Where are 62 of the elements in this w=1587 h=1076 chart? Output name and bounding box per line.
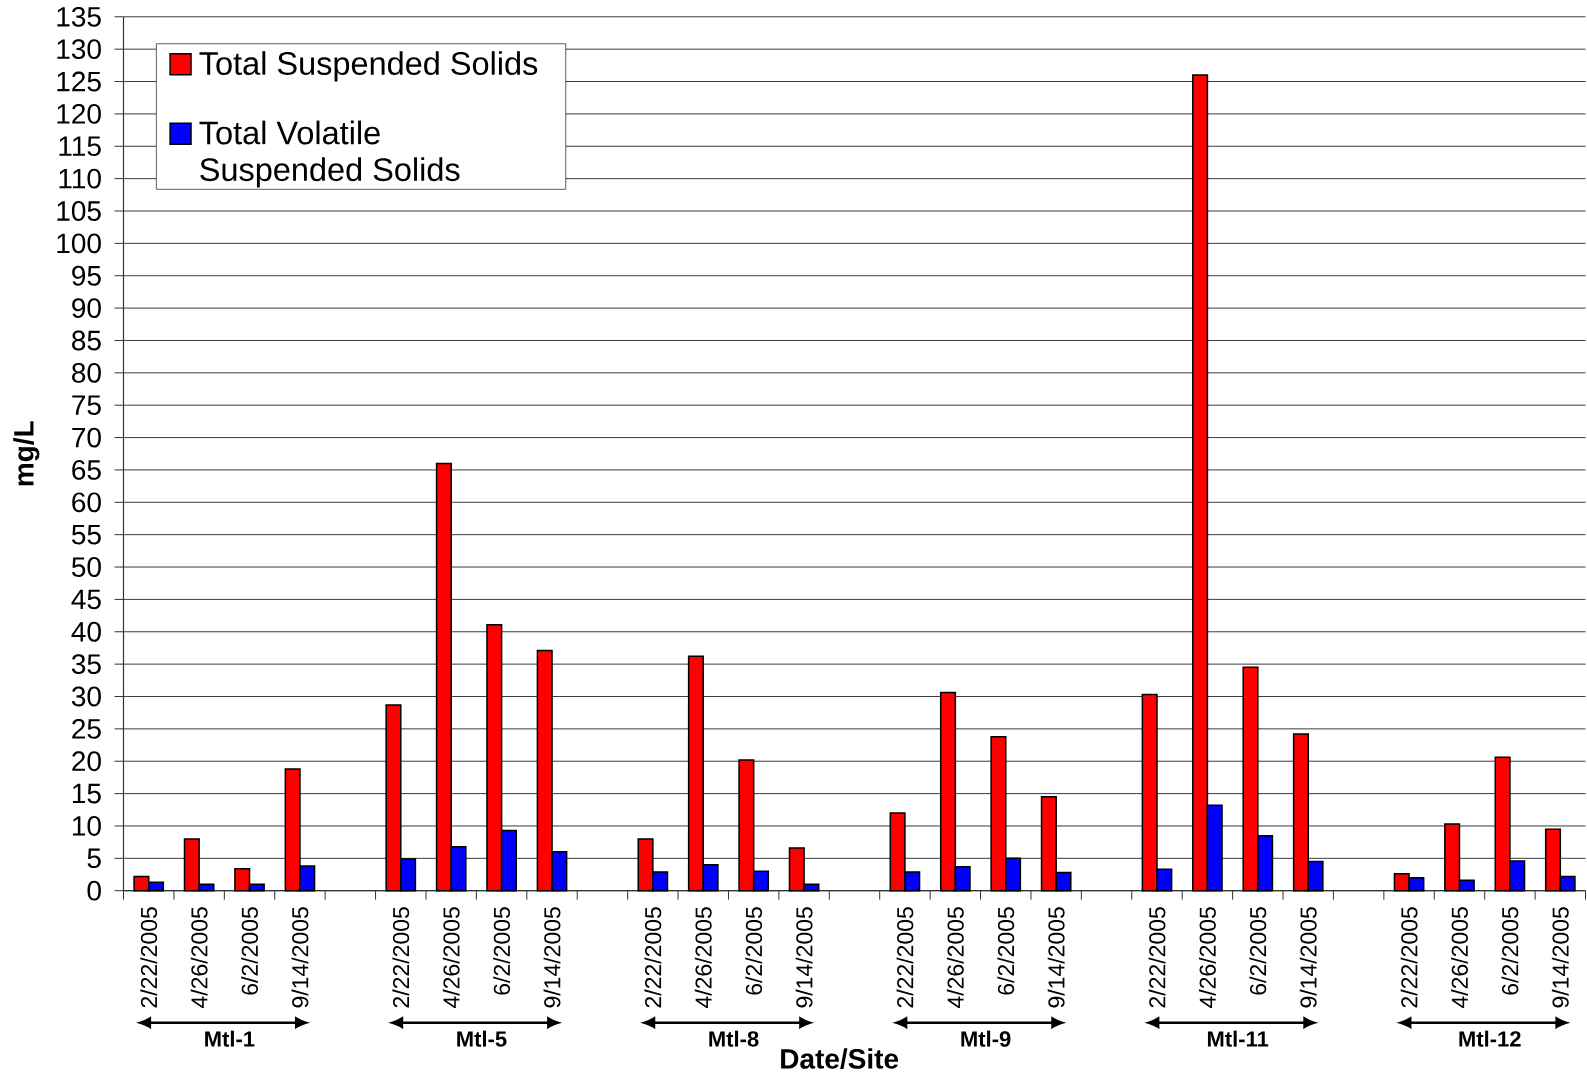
legend-label: Total Volatile Suspended Solids bbox=[199, 120, 460, 188]
y-tick-label: 15 bbox=[72, 783, 101, 804]
y-tick-label: 35 bbox=[71, 654, 101, 675]
y-tick-label: 50 bbox=[71, 557, 101, 577]
x-tick-label: 2/22/2005 bbox=[140, 907, 158, 1008]
text: Mtl-9 bbox=[961, 1030, 1011, 1047]
y-tick-label: 110 bbox=[59, 168, 101, 189]
y-axis-title: mg/L bbox=[13, 421, 40, 486]
x-tick-label: 9/14/2005 bbox=[1047, 907, 1065, 1008]
y-tick-label: 0 bbox=[87, 880, 101, 901]
y-tick-label: 5 bbox=[87, 848, 101, 869]
text: Mtl-1 bbox=[205, 1030, 255, 1047]
x-tick-label: 9/14/2005 bbox=[291, 907, 309, 1008]
x-tick-label: 2/22/2005 bbox=[896, 907, 914, 1008]
y-tick-label: 20 bbox=[72, 751, 101, 772]
y-tick-label: 45 bbox=[71, 589, 101, 610]
x-tick-label: 4/26/2005 bbox=[190, 907, 208, 1009]
x-tick-label: 9/14/2005 bbox=[795, 907, 813, 1008]
y-tick-label: 55 bbox=[71, 524, 101, 545]
y-tick-label: 100 bbox=[57, 233, 101, 254]
x-tick-label: 2/22/2005 bbox=[1400, 907, 1418, 1008]
x-tick-label: 9/14/2005 bbox=[543, 907, 561, 1008]
legend-label: Total Suspended Solids bbox=[199, 51, 538, 82]
text: Mtl-5 bbox=[457, 1030, 507, 1047]
x-tick-label: 2/22/2005 bbox=[644, 907, 662, 1008]
x-axis-title: Date/Site bbox=[781, 1048, 899, 1070]
x-tick-label: 4/26/2005 bbox=[694, 907, 712, 1009]
y-tick-label: 70 bbox=[72, 427, 101, 448]
x-tick-label: 6/2/2005 bbox=[493, 907, 511, 995]
y-tick-label: 60 bbox=[72, 492, 101, 513]
text: Mtl-8 bbox=[709, 1030, 759, 1047]
x-tick-label: 6/2/2005 bbox=[745, 907, 763, 995]
y-tick-label: 85 bbox=[72, 330, 101, 351]
x-tick-label: 9/14/2005 bbox=[1551, 907, 1569, 1008]
x-tick-label: 6/2/2005 bbox=[997, 907, 1015, 995]
y-tick-label: 25 bbox=[72, 718, 101, 739]
x-tick-label: 6/2/2005 bbox=[241, 907, 258, 995]
y-tick-label: 90 bbox=[72, 298, 101, 319]
x-tick-label: 4/26/2005 bbox=[1451, 907, 1468, 1009]
y-tick-label: 65 bbox=[72, 460, 101, 480]
y-tick-label: 105 bbox=[57, 201, 101, 221]
y-tick-label: 115 bbox=[59, 136, 101, 157]
y-tick-label: 75 bbox=[72, 395, 101, 415]
y-tick-label: 135 bbox=[57, 6, 101, 27]
y-tick-label: 10 bbox=[72, 816, 101, 836]
y-tick-label: 130 bbox=[57, 39, 101, 60]
text: Mtl-11 bbox=[1207, 1030, 1269, 1047]
y-tick-label: 120 bbox=[57, 103, 101, 124]
x-tick-label: 4/26/2005 bbox=[1198, 907, 1216, 1009]
y-tick-label: 80 bbox=[72, 362, 101, 383]
y-tick-label: 40 bbox=[71, 621, 101, 642]
y-tick-label: 30 bbox=[71, 686, 101, 707]
x-tick-label: 6/2/2005 bbox=[1501, 907, 1519, 995]
text: Mtl-12 bbox=[1459, 1030, 1521, 1047]
x-tick-label: 2/22/2005 bbox=[392, 907, 410, 1008]
x-tick-label: 4/26/2005 bbox=[946, 907, 964, 1009]
x-tick-label: 6/2/2005 bbox=[1249, 907, 1267, 995]
y-tick-label: 95 bbox=[72, 265, 101, 286]
x-tick-label: 2/22/2005 bbox=[1148, 907, 1166, 1008]
x-tick-label: 9/14/2005 bbox=[1299, 907, 1317, 1008]
x-tick-label: 4/26/2005 bbox=[442, 907, 460, 1009]
y-tick-label: 125 bbox=[57, 71, 101, 92]
